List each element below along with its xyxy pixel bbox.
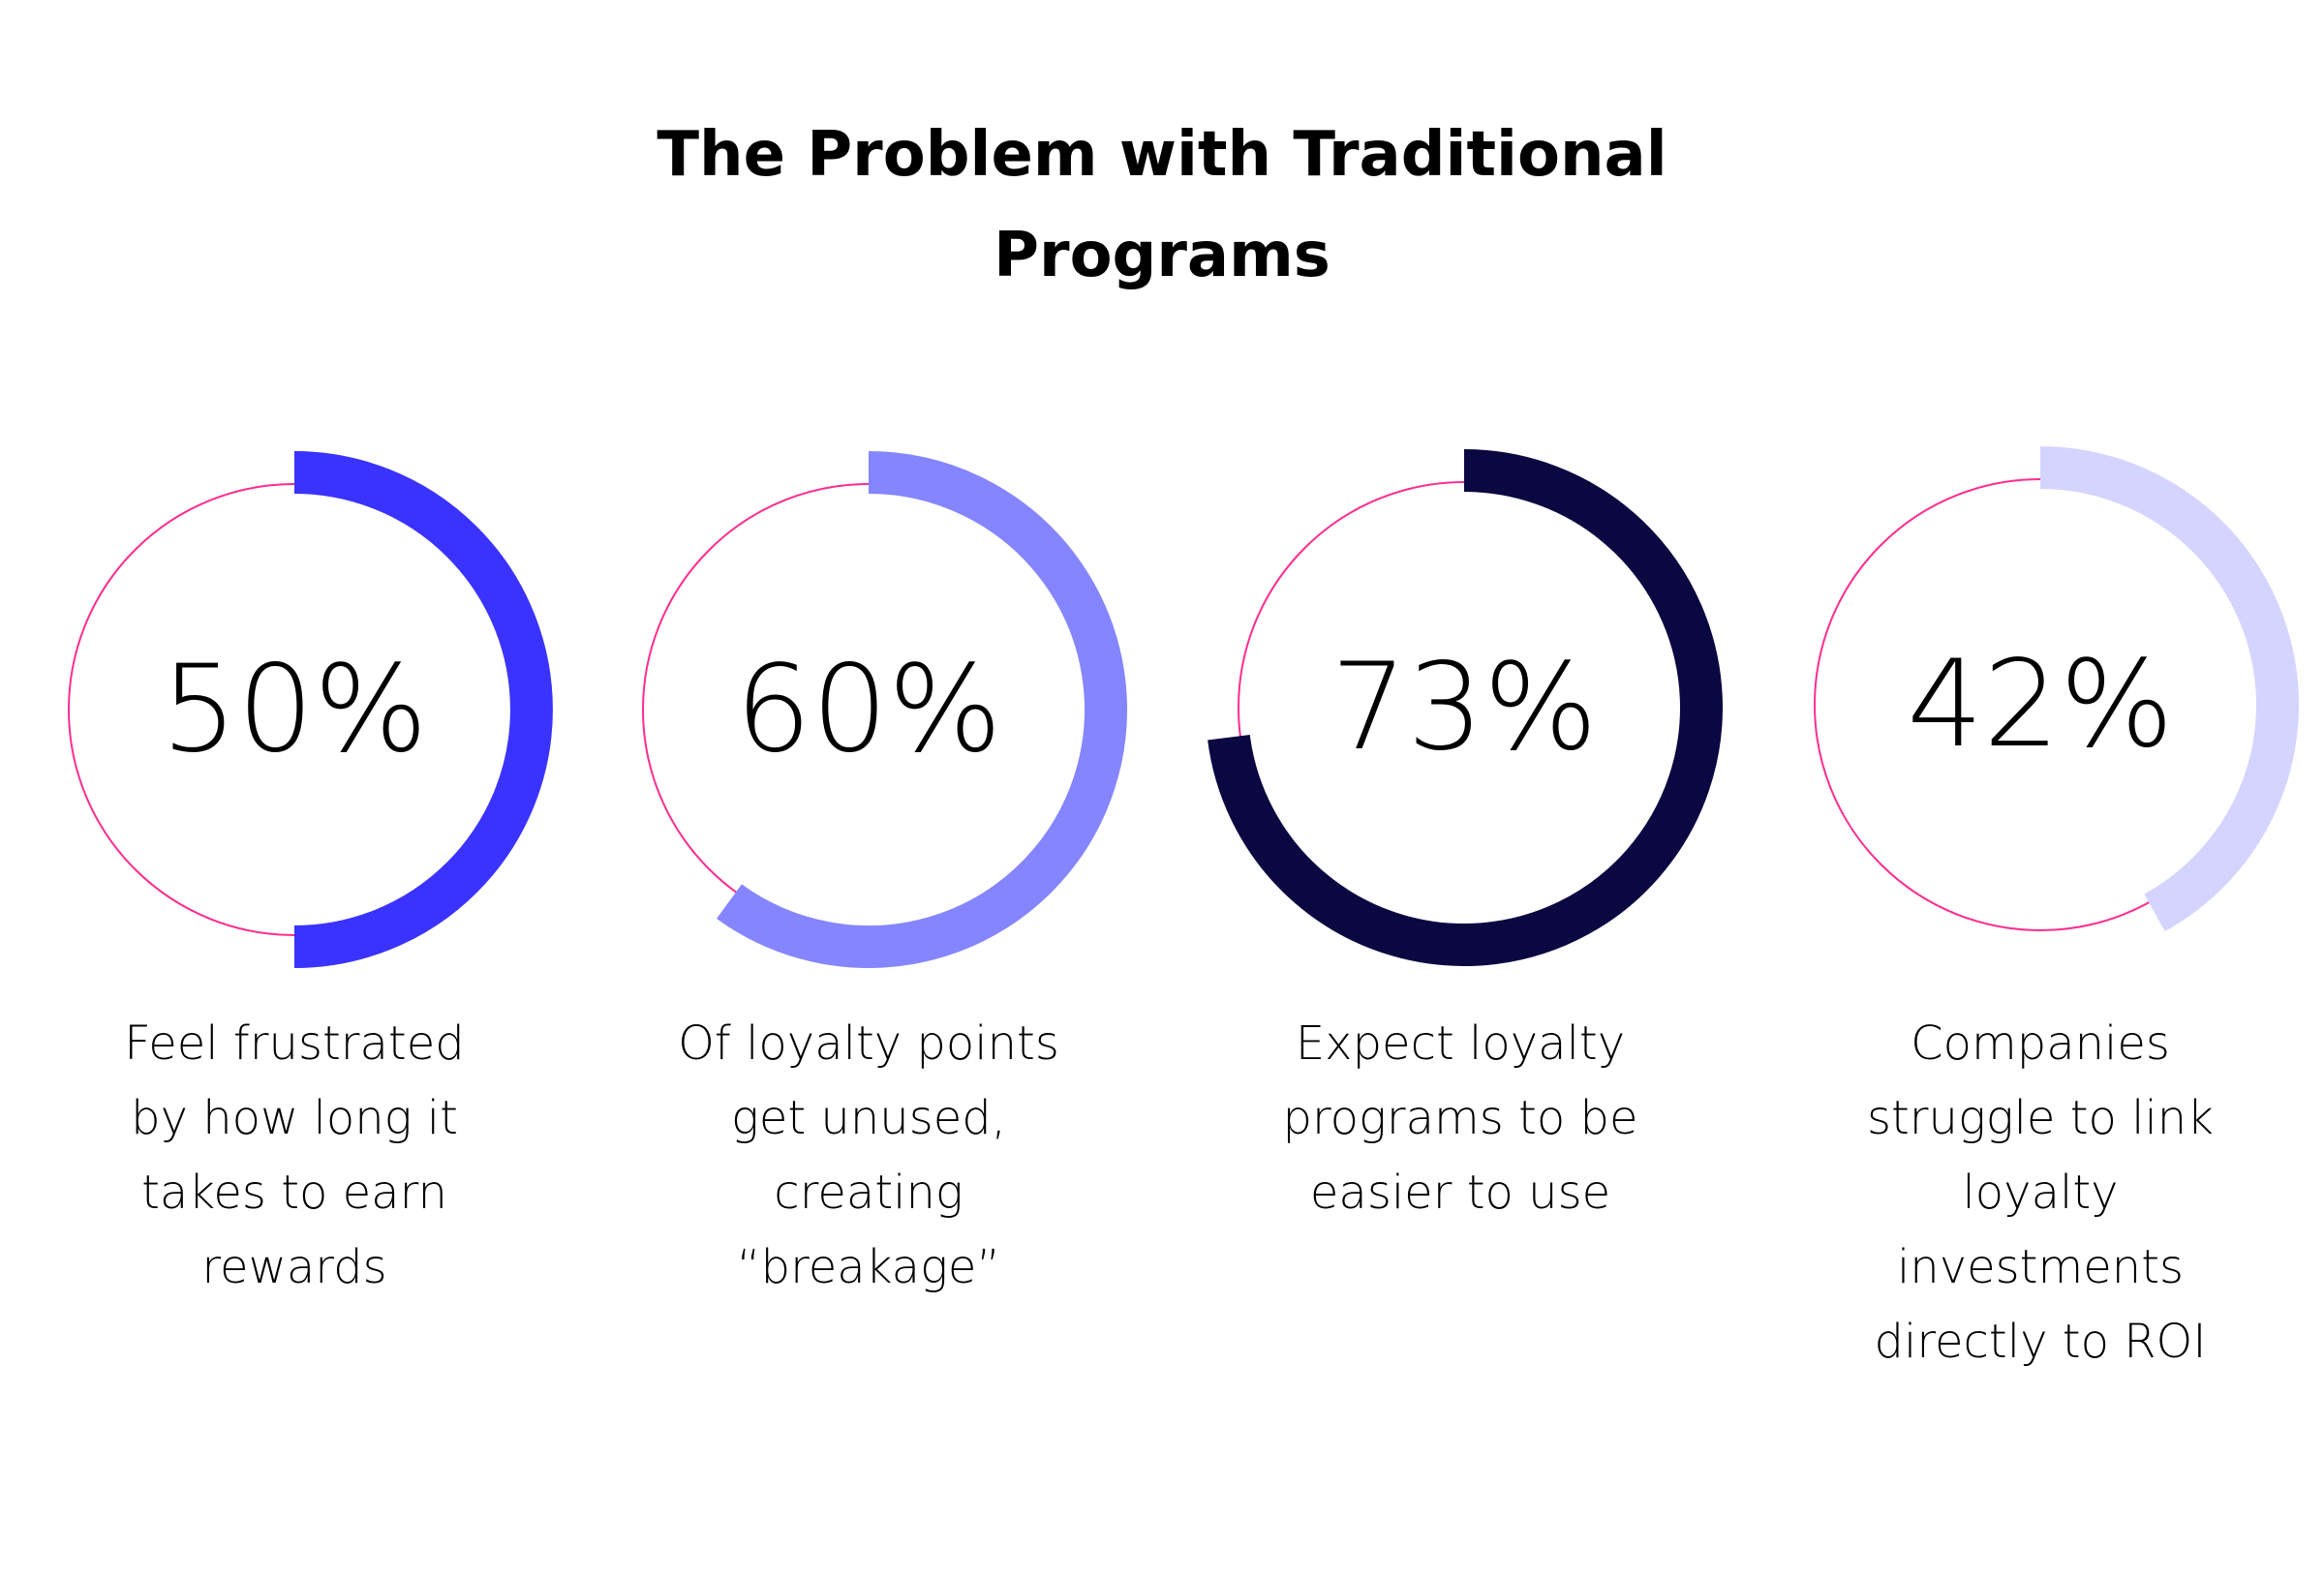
gauge-4-caption-line: directly to ROI [1874,1315,2207,1369]
gauge-2-caption: Of loyalty points get unused, creating “… [675,1007,1062,1305]
page-title: The Problem with Traditional Programs [0,105,2324,306]
gauge-2-caption-line: get unused, [731,1091,1006,1145]
gauge-1-arc [293,451,553,968]
gauge-4-caption-line: loyalty [1962,1166,2119,1220]
gauge-4-value: 42% [1907,635,2174,774]
gauge-4-caption-line: investments [1896,1240,2185,1294]
gauge-3-value: 73% [1330,638,1598,777]
gauge-4-caption: Companies struggle to link loyalty inves… [1847,1007,2234,1379]
gauge-1-value: 50% [161,640,428,779]
gauge-2: 60% [642,451,1127,968]
gauge-1-caption-line: by how long it [131,1091,458,1145]
gauge-1-caption-line: takes to earn [141,1166,447,1220]
gauge-2-caption-line: creating [774,1166,963,1220]
gauge-4: 42% [1814,446,2299,931]
gauge-4-arc [2039,446,2299,931]
gauge-3: 73% [1208,449,1723,966]
gauge-2-caption-line: “breakage” [736,1240,1001,1294]
gauge-2-value: 60% [735,640,1002,779]
gauge-1: 50% [68,451,553,968]
gauge-3-caption-line: programs to be [1282,1091,1638,1145]
gauge-2-arc [717,451,1127,968]
gauge-4-caption-line: Companies [1911,1016,2170,1071]
gauge-2-caption-line: Of loyalty points [678,1016,1059,1071]
gauge-3-arc [1208,449,1723,966]
title-line-1: The Problem with Traditional [657,119,1667,191]
title-line-2: Programs [994,220,1330,291]
gauge-3-caption: Expect loyalty programs to be easier to … [1267,1007,1654,1230]
gauge-1-caption-line: rewards [201,1240,387,1294]
gauge-3-caption-line: Expect loyalty [1295,1016,1626,1071]
gauge-4-caption-line: struggle to link [1866,1091,2215,1145]
gauge-1-caption-line: Feel frustrated [124,1016,465,1071]
gauge-1-caption: Feel frustrated by how long it takes to … [101,1007,488,1305]
gauge-3-caption-line: easier to use [1309,1166,1611,1220]
